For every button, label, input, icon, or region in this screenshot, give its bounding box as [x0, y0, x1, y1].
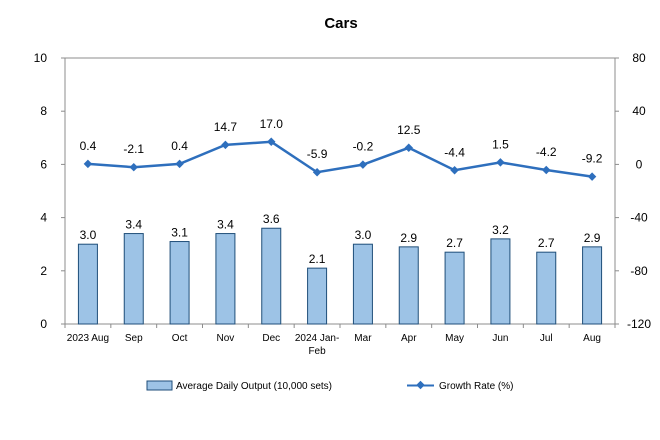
bar-value-label: 2.9 — [400, 231, 417, 245]
bar — [307, 267, 328, 325]
line-value-label: 12.5 — [397, 123, 421, 137]
line-point-marker — [221, 140, 230, 150]
bar — [352, 243, 373, 325]
line-value-label: -4.4 — [444, 145, 465, 159]
line-value-label: -9.2 — [582, 152, 603, 166]
bar-value-label: 3.0 — [80, 228, 97, 242]
line-point-marker — [496, 158, 505, 167]
line-value-label: -0.2 — [353, 140, 374, 154]
right-y-tick-label: 0 — [636, 157, 643, 171]
right-y-tick-label: 80 — [632, 51, 646, 65]
bar-value-label: 3.2 — [492, 223, 509, 237]
bar-value-label: 2.1 — [309, 252, 326, 266]
line-value-label: 0.4 — [80, 139, 97, 153]
bar — [261, 227, 282, 325]
x-category-label: Apr — [401, 333, 417, 344]
bar — [77, 243, 98, 325]
line-value-label: 14.7 — [214, 120, 238, 134]
bar — [582, 246, 603, 325]
right-y-tick-label: 40 — [632, 104, 646, 118]
x-category-label: Mar — [354, 333, 372, 344]
bar-value-label: 2.7 — [446, 236, 463, 250]
right-y-axis: -120 -80 -40 0 40 80 — [615, 51, 651, 331]
bar-value-label: 3.4 — [217, 218, 234, 232]
line-point-marker — [267, 137, 276, 147]
right-y-tick-label: -80 — [630, 264, 648, 278]
line-point-marker — [587, 172, 597, 181]
bar-data-labels: 3.0 3.4 3.1 3.4 3.6 2.1 3.0 2.9 2.7 3.2 2.7 2.9 — [80, 212, 601, 266]
legend-line-marker — [416, 380, 425, 390]
bar-value-label: 3.6 — [263, 212, 280, 226]
bar — [123, 233, 144, 325]
x-category-label: Aug — [583, 333, 601, 344]
line-point-marker — [404, 143, 413, 153]
legend: Average Daily Output (10,000 sets) Growt… — [146, 380, 513, 392]
line-series — [83, 137, 597, 181]
left-y-tick-label: 10 — [34, 51, 48, 65]
x-category-label: Dec — [262, 333, 280, 344]
left-y-tick-label: 0 — [40, 317, 47, 331]
line-value-label: 17.0 — [260, 117, 284, 131]
line-value-label: -2.1 — [123, 142, 144, 156]
x-category-label: Sep — [125, 333, 143, 344]
bar — [215, 233, 236, 325]
x-category-label: 2024 Jan-Feb — [295, 333, 339, 357]
line-value-label: 1.5 — [492, 137, 509, 151]
legend-bar-label: Average Daily Output (10,000 sets) — [176, 381, 332, 392]
legend-bar-swatch — [146, 380, 173, 391]
line-point-marker — [358, 160, 368, 169]
bar-value-label: 3.4 — [125, 218, 142, 232]
line-value-label: -4.2 — [536, 145, 557, 159]
line-point-marker — [175, 159, 184, 169]
bar-value-label: 3.0 — [355, 228, 372, 242]
line-point-marker — [83, 159, 93, 169]
bar — [169, 241, 190, 325]
left-y-tick-label: 8 — [40, 104, 47, 118]
bar-value-label: 3.1 — [171, 226, 188, 240]
x-axis: 2023 Aug Sep Oct Nov Dec 2024 Jan-Feb Mar Apr Ma… — [64, 324, 616, 357]
bar — [536, 251, 557, 325]
line-point-marker — [129, 162, 138, 172]
line-point-marker — [312, 168, 322, 177]
line-value-label: -5.9 — [307, 147, 328, 161]
bar-value-label: 2.7 — [538, 236, 555, 250]
plot-area-border — [64, 57, 616, 325]
chart-title: Cars — [324, 15, 357, 32]
right-y-tick-label: -40 — [630, 211, 648, 225]
right-y-tick-label: -120 — [627, 317, 651, 331]
left-y-axis: 0 2 4 6 8 10 — [34, 51, 65, 331]
bar — [398, 246, 419, 325]
plot-frame — [64, 57, 616, 325]
x-category-label: Oct — [172, 333, 188, 344]
x-category-label: 2023 Aug — [67, 333, 109, 344]
x-category-label: Jun — [492, 333, 508, 344]
line-point-marker — [450, 166, 459, 175]
legend-line-label: Growth Rate (%) — [439, 381, 513, 392]
line-value-label: 0.4 — [171, 139, 188, 153]
bar-value-label: 2.9 — [584, 231, 601, 245]
x-category-label: Nov — [217, 333, 235, 344]
left-y-tick-label: 6 — [40, 157, 47, 171]
x-category-label: Jul — [540, 333, 553, 344]
bar — [490, 238, 511, 325]
left-y-tick-label: 2 — [40, 264, 47, 278]
line-point-marker — [542, 165, 551, 175]
bar-series — [77, 227, 603, 325]
bar — [444, 251, 465, 325]
line-data-labels: 0.4 -2.1 0.4 14.7 17.0 -5.9 -0.2 12.5 -4.4 1.5 -4.… — [80, 117, 603, 166]
x-category-label: May — [445, 333, 464, 344]
growth-rate-line — [87, 140, 593, 178]
left-y-tick-label: 4 — [40, 211, 47, 225]
